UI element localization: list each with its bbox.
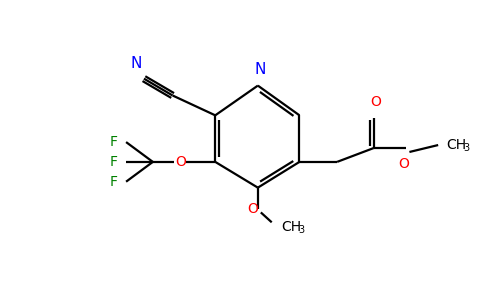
Text: 3: 3 [299, 225, 304, 235]
Text: CH: CH [446, 138, 466, 152]
Text: O: O [175, 155, 186, 169]
Text: O: O [370, 95, 381, 110]
Text: F: F [109, 175, 117, 189]
Text: 3: 3 [463, 143, 469, 153]
Text: CH: CH [282, 220, 302, 234]
Text: N: N [130, 56, 142, 71]
Text: N: N [254, 62, 266, 77]
Text: F: F [109, 155, 117, 169]
Text: F: F [109, 135, 117, 149]
Text: O: O [247, 202, 258, 216]
Text: O: O [398, 157, 409, 171]
